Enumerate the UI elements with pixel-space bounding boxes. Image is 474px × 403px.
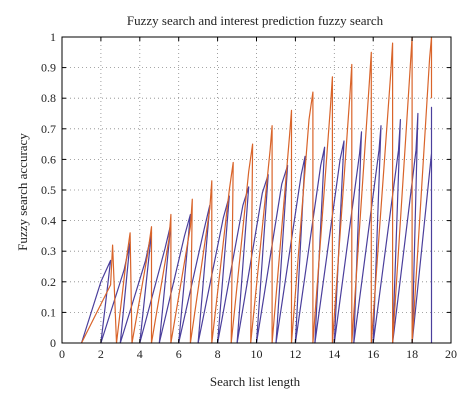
chart-title: Fuzzy search and interest prediction fuz… <box>127 13 384 28</box>
x-tick-label: 0 <box>59 347 65 361</box>
y-tick-label: 0.1 <box>41 305 56 319</box>
x-tick-label: 10 <box>251 347 263 361</box>
y-tick-label: 0.9 <box>41 61 56 75</box>
y-tick-label: 0 <box>50 336 56 350</box>
x-tick-label: 16 <box>367 347 379 361</box>
tick-marks <box>61 36 452 344</box>
x-tick-label: 2 <box>98 347 104 361</box>
y-tick-label: 0.3 <box>41 244 56 258</box>
x-tick-label: 20 <box>445 347 457 361</box>
y-axis-label: Fuzzy search accuracy <box>15 133 30 251</box>
x-tick-label: 14 <box>328 347 340 361</box>
y-tick-label: 0.6 <box>41 152 56 166</box>
y-tick-label: 0.7 <box>41 122 56 136</box>
x-tick-label: 8 <box>215 347 221 361</box>
tick-labels: 0 2 4 6 8 10 12 14 16 18 20 0 0.1 0.2 0.3 0.4 0.5 0.6 0.7 0… <box>41 30 457 361</box>
x-tick-label: 4 <box>137 347 143 361</box>
series-line-2 <box>80 36 433 344</box>
x-tick-label: 6 <box>176 347 182 361</box>
x-tick-label: 18 <box>406 347 418 361</box>
y-tick-label: 1 <box>50 30 56 44</box>
y-tick-label: 0.2 <box>41 275 56 289</box>
y-tick-label: 0.4 <box>41 214 56 228</box>
y-tick-label: 0.5 <box>41 183 56 197</box>
x-axis-label: Search list length <box>210 374 301 389</box>
y-tick-label: 0.8 <box>41 91 56 105</box>
x-tick-label: 12 <box>289 347 301 361</box>
